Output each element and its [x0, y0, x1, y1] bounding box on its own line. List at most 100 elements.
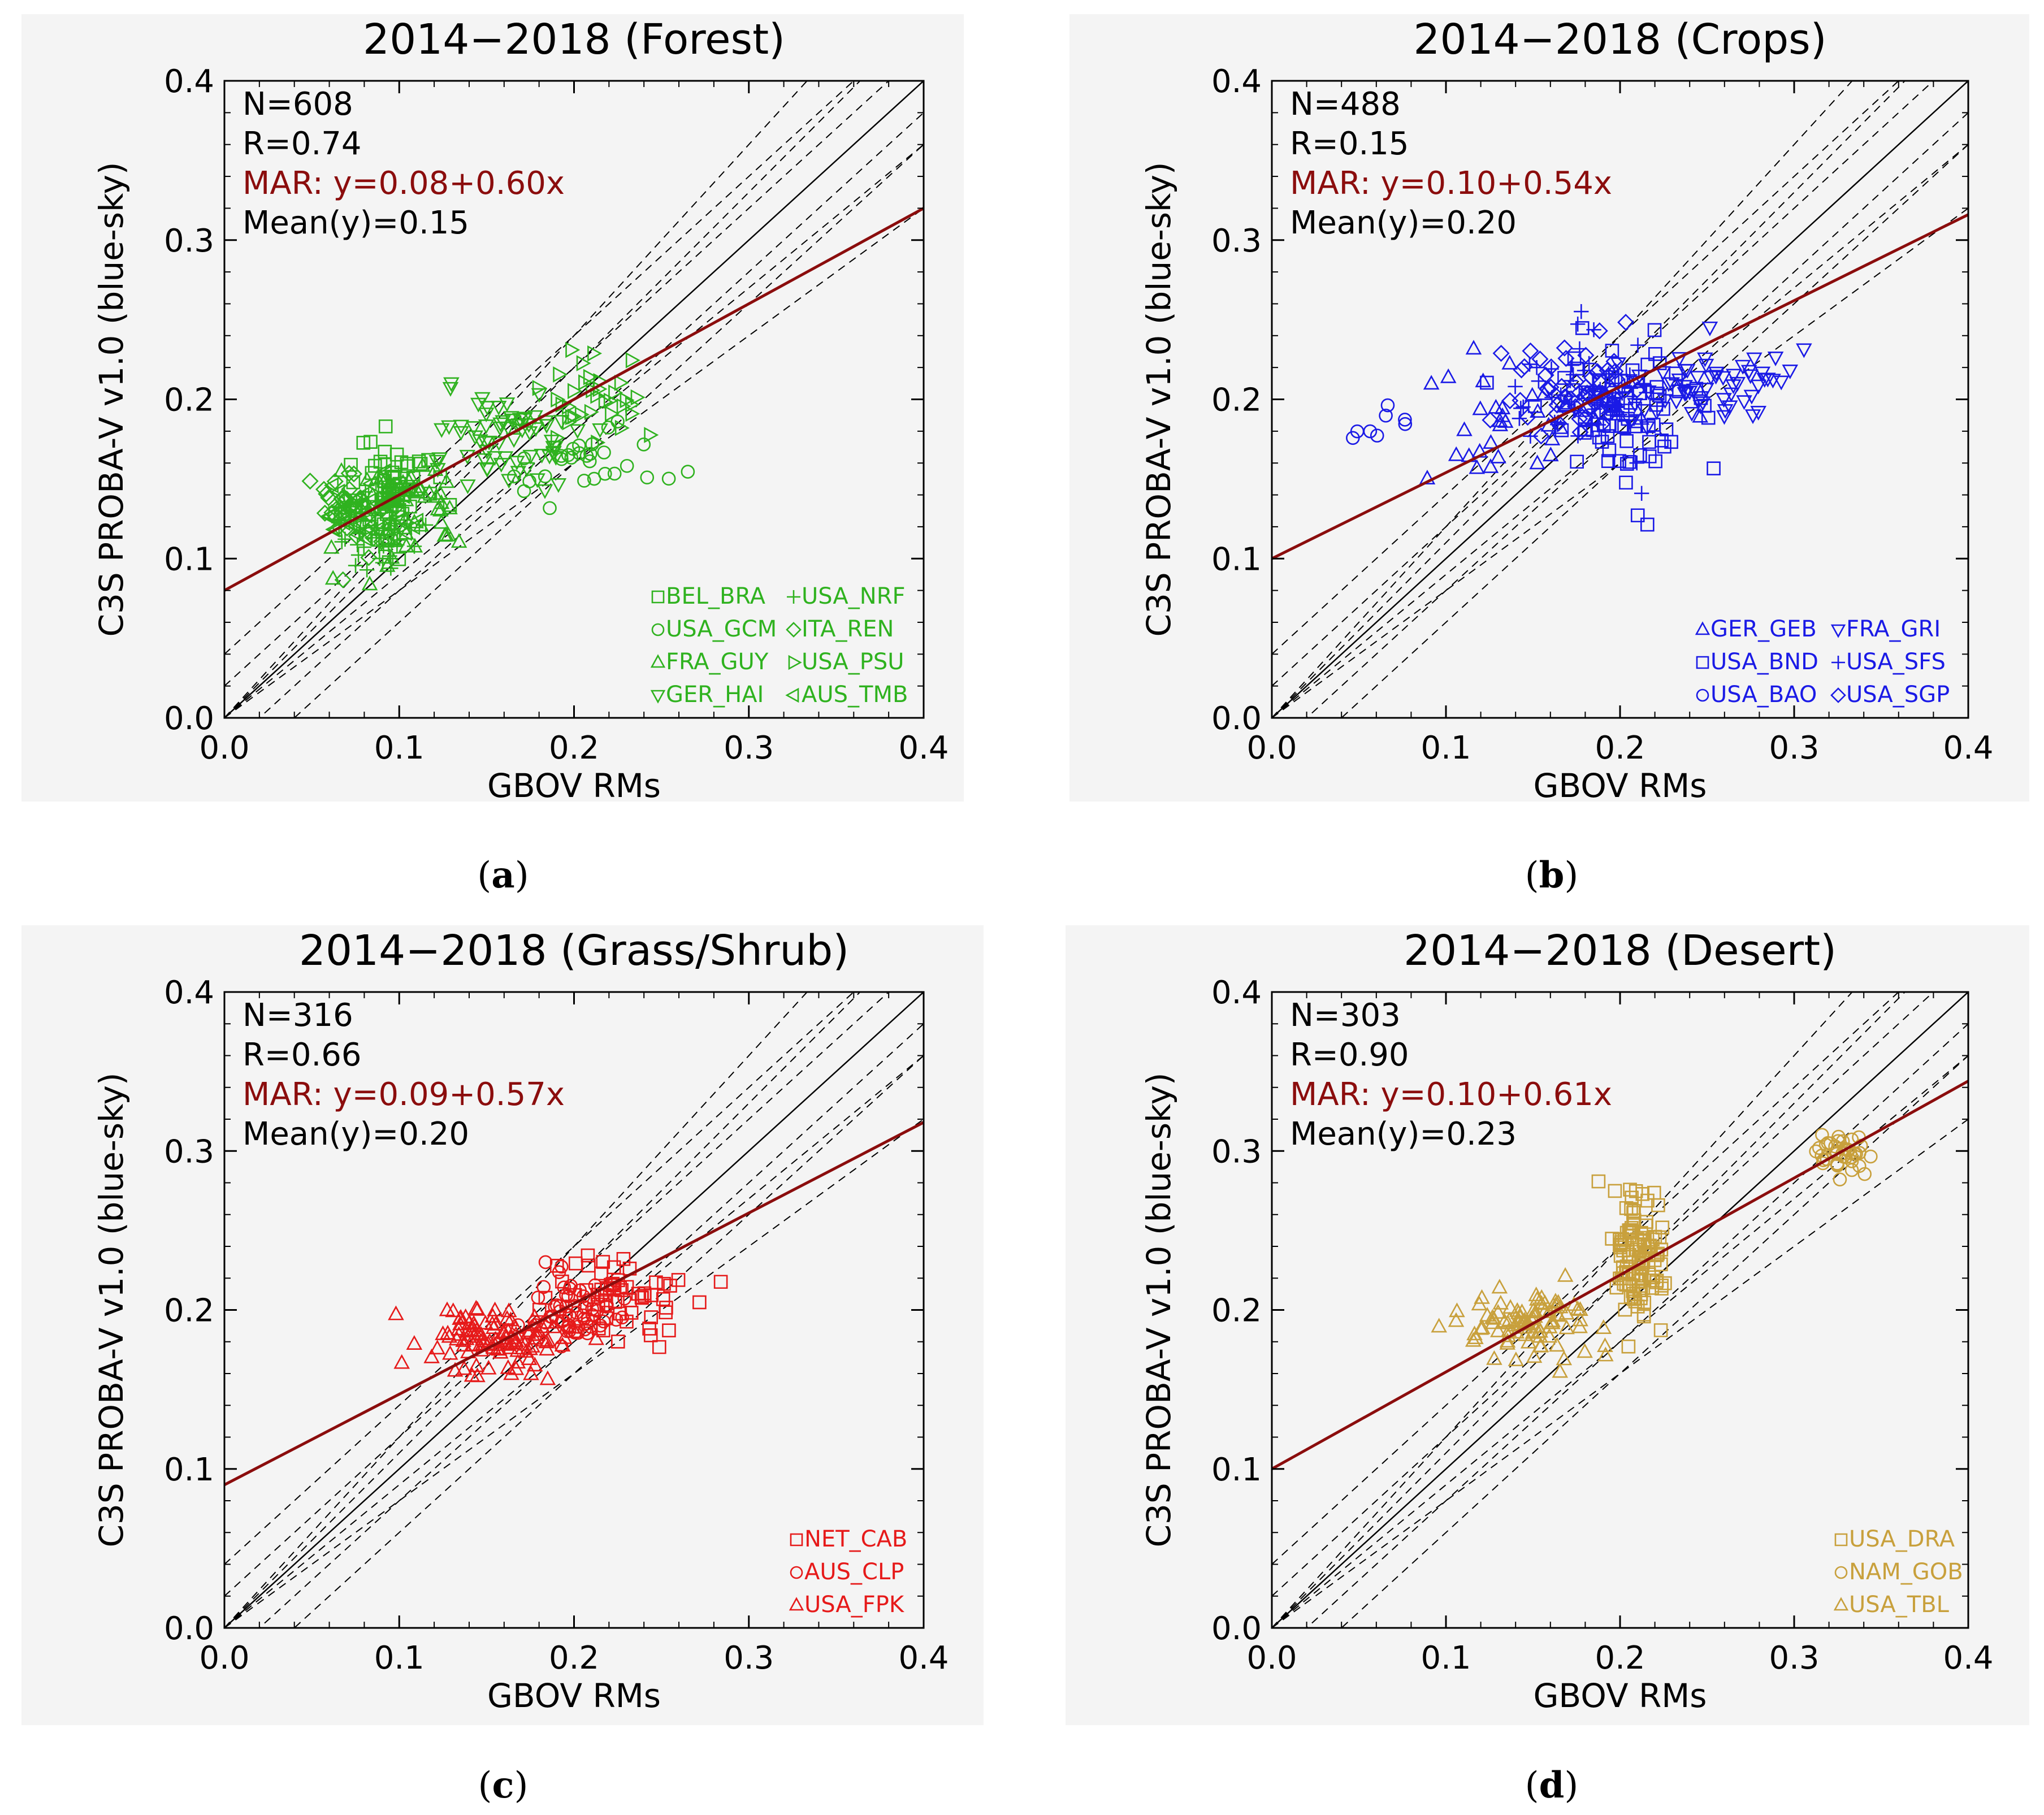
data-point — [495, 415, 511, 430]
data-point — [1508, 379, 1523, 395]
data-point — [1547, 1293, 1564, 1308]
data-point — [413, 481, 429, 496]
data-point — [1716, 410, 1733, 425]
x-tick-label: 0.1 — [1421, 730, 1471, 766]
data-point — [1831, 1129, 1846, 1144]
data-point — [1591, 322, 1608, 340]
data-point — [363, 435, 378, 449]
legend-marker — [1831, 656, 1845, 669]
data-point — [649, 1275, 663, 1289]
data-point — [1543, 358, 1560, 376]
data-point — [588, 1330, 605, 1345]
data-point — [487, 1301, 503, 1316]
data-point — [380, 529, 397, 544]
data-point — [1398, 417, 1413, 431]
one-to-one-line — [224, 992, 924, 1628]
data-point — [490, 401, 507, 416]
data-point — [1380, 398, 1395, 413]
data-point — [492, 417, 509, 432]
data-point — [1773, 375, 1790, 391]
data-point — [1484, 1314, 1501, 1329]
data-point — [453, 419, 470, 435]
data-point — [1655, 1220, 1670, 1234]
legend-label: USA_SGP — [1846, 682, 1950, 708]
data-point — [1630, 508, 1645, 523]
data-point — [509, 456, 525, 471]
panel-caption: (b) — [1525, 854, 1579, 896]
data-point — [598, 393, 613, 410]
stat-mar: MAR: y=0.09+0.57x — [242, 1076, 565, 1113]
x-axis-label: GBOV RMs — [1533, 1677, 1707, 1715]
data-point — [347, 499, 362, 516]
data-point — [510, 466, 527, 481]
data-point — [578, 374, 594, 391]
data-point — [452, 1310, 468, 1325]
data-point — [409, 483, 426, 499]
data-point — [1494, 407, 1511, 422]
data-point — [1552, 1363, 1569, 1378]
data-point — [1570, 454, 1584, 469]
data-point — [543, 501, 557, 516]
data-point — [417, 488, 433, 503]
data-point — [397, 525, 412, 542]
data-point — [1539, 380, 1556, 398]
data-point — [538, 469, 552, 483]
data-point — [1852, 1159, 1867, 1173]
data-point — [1544, 430, 1561, 445]
regression-line — [1272, 213, 1968, 560]
data-point — [566, 441, 581, 456]
data-point — [615, 1310, 630, 1325]
x-tick-label: 0.0 — [199, 730, 249, 766]
data-point — [541, 449, 558, 465]
data-point — [556, 1329, 573, 1344]
data-point — [428, 488, 445, 503]
data-point — [559, 1288, 573, 1302]
data-point — [333, 462, 350, 477]
data-point — [586, 382, 601, 398]
data-point — [485, 1319, 502, 1334]
legend-label: FRA_GUY — [666, 649, 769, 675]
data-point — [1636, 404, 1653, 419]
data-point — [429, 1340, 445, 1355]
y-tick-label: 0.1 — [164, 541, 214, 578]
data-point — [1526, 1348, 1543, 1363]
data-point — [1821, 1136, 1835, 1150]
data-point — [1679, 363, 1696, 379]
data-point — [713, 1275, 728, 1289]
data-point — [1707, 461, 1721, 475]
data-point — [565, 341, 581, 358]
caption-letter: c — [492, 1764, 514, 1807]
stat-r: R=0.15 — [1290, 125, 1409, 162]
legend-marker — [1833, 1597, 1849, 1611]
data-point — [1767, 351, 1784, 366]
data-point — [587, 471, 601, 486]
data-point — [418, 517, 434, 532]
data-point — [1419, 469, 1436, 484]
data-point — [430, 463, 446, 478]
y-tick-label: 0.2 — [164, 382, 214, 419]
data-point — [605, 405, 620, 422]
data-point — [593, 1318, 608, 1333]
data-point — [393, 1354, 410, 1369]
chart-title: 2014−2018 (Grass/Shrub) — [299, 926, 849, 975]
envelope-line — [224, 1119, 924, 1628]
data-point — [1527, 1303, 1544, 1319]
legend: GER_GEB FRA_GRI USA_BND USA_SFS USA_BAO USA_S… — [1695, 616, 1950, 708]
data-point — [597, 445, 611, 460]
data-point — [356, 436, 371, 450]
data-point — [1629, 1184, 1643, 1198]
data-point — [1482, 458, 1499, 473]
data-point — [622, 1261, 637, 1276]
data-point — [1492, 416, 1509, 431]
legend-label: USA_DRA — [1849, 1526, 1955, 1552]
data-point — [382, 513, 397, 529]
data-point — [1558, 395, 1574, 410]
y-tick-label: 0.0 — [1211, 700, 1262, 737]
data-point — [569, 424, 586, 439]
data-point — [517, 411, 533, 427]
data-point — [522, 449, 539, 465]
data-point — [479, 463, 496, 478]
data-point — [1486, 1350, 1502, 1365]
legend-label: GER_GEB — [1710, 616, 1817, 642]
data-point — [1398, 413, 1412, 427]
